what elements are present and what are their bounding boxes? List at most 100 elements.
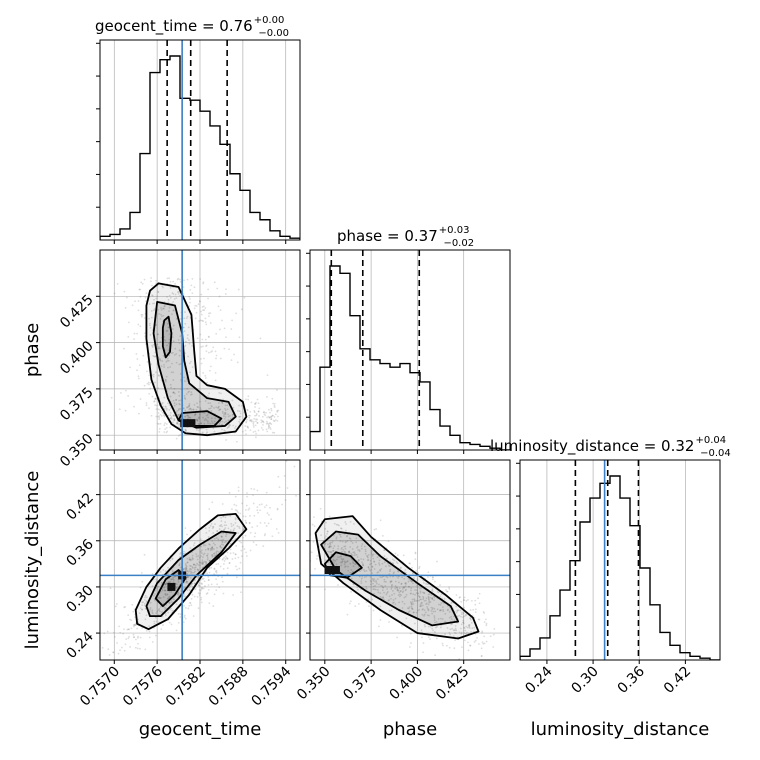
scatter-point xyxy=(273,403,276,405)
scatter-point xyxy=(164,607,167,609)
scatter-point xyxy=(301,526,303,528)
scatter-point xyxy=(183,376,185,379)
scatter-point xyxy=(133,624,136,627)
scatter-point xyxy=(215,571,218,574)
scatter-point xyxy=(328,545,331,548)
scatter-point xyxy=(225,540,227,543)
scatter-point xyxy=(369,583,372,586)
scatter-point xyxy=(199,319,202,322)
scatter-point xyxy=(473,641,476,643)
scatter-point xyxy=(195,408,198,411)
scatter-point xyxy=(391,594,393,596)
scatter-point xyxy=(435,620,438,623)
scatter-point xyxy=(221,535,223,538)
scatter-point xyxy=(171,418,173,420)
scatter-point xyxy=(244,425,247,427)
scatter-point xyxy=(162,624,164,626)
scatter-point xyxy=(211,422,214,424)
scatter-point xyxy=(188,402,191,405)
scatter-point xyxy=(133,636,135,639)
scatter-point xyxy=(186,572,189,575)
scatter-point xyxy=(429,596,432,599)
scatter-point xyxy=(159,317,162,320)
scatter-point xyxy=(194,566,197,569)
scatter-point xyxy=(344,521,347,523)
scatter-point xyxy=(176,421,179,423)
ytick-label-phase: 0.400 xyxy=(57,338,97,378)
scatter-point xyxy=(277,531,280,534)
scatter-point xyxy=(348,550,351,553)
scatter-point xyxy=(373,578,376,580)
scatter-point xyxy=(431,589,433,592)
scatter-point xyxy=(120,646,123,649)
scatter-point xyxy=(231,508,233,511)
scatter-point xyxy=(483,642,486,645)
scatter-point xyxy=(342,548,345,551)
scatter-point xyxy=(221,540,224,543)
scatter-point xyxy=(164,378,167,381)
scatter-point xyxy=(421,602,423,605)
scatter-point xyxy=(218,524,221,527)
scatter-point xyxy=(127,614,130,617)
scatter-point xyxy=(190,360,192,363)
scatter-point xyxy=(158,415,161,417)
scatter-point xyxy=(310,551,313,554)
scatter-point xyxy=(148,636,151,639)
scatter-point xyxy=(210,522,213,525)
scatter-point xyxy=(465,599,468,602)
scatter-point xyxy=(219,525,222,527)
scatter-point xyxy=(385,557,388,560)
scatter-point xyxy=(485,640,488,643)
scatter-point xyxy=(137,377,140,380)
scatter-point xyxy=(208,543,211,546)
scatter-point xyxy=(423,609,426,612)
hist-bar xyxy=(550,616,560,660)
scatter-point xyxy=(208,315,210,318)
scatter-point xyxy=(189,585,192,588)
scatter-point xyxy=(427,625,430,628)
scatter-point xyxy=(247,398,250,401)
scatter-point xyxy=(264,414,267,417)
scatter-point xyxy=(169,411,172,414)
scatter-point xyxy=(411,607,414,610)
scatter-point xyxy=(420,586,423,589)
scatter-point xyxy=(436,560,438,563)
scatter-point xyxy=(354,605,357,608)
scatter-point xyxy=(273,415,276,418)
scatter-point xyxy=(177,291,179,294)
scatter-point xyxy=(175,361,178,364)
scatter-point xyxy=(428,593,431,595)
scatter-point xyxy=(179,566,182,569)
scatter-point xyxy=(477,643,480,645)
scatter-point xyxy=(458,596,461,599)
scatter-point xyxy=(160,597,162,599)
scatter-point xyxy=(144,607,147,610)
scatter-point xyxy=(254,424,257,427)
scatter-point xyxy=(256,509,259,512)
scatter-point xyxy=(203,422,206,425)
scatter-point xyxy=(332,549,334,552)
scatter-point xyxy=(413,577,416,579)
scatter-point xyxy=(254,430,257,433)
scatter-point xyxy=(134,623,137,626)
scatter-point xyxy=(172,309,175,312)
scatter-point xyxy=(253,535,256,538)
scatter-point xyxy=(163,586,166,589)
scatter-point xyxy=(168,310,170,313)
scatter-point xyxy=(142,601,145,603)
scatter-point xyxy=(228,562,231,564)
scatter-point xyxy=(139,295,142,298)
scatter-point xyxy=(375,581,378,583)
scatter-point xyxy=(343,550,346,553)
scatter-point xyxy=(183,581,186,584)
scatter-point xyxy=(186,533,188,536)
scatter-point xyxy=(140,315,143,318)
scatter-point xyxy=(153,298,155,301)
scatter-point xyxy=(153,308,156,310)
scatter-point xyxy=(319,507,322,510)
scatter-point xyxy=(166,430,169,433)
scatter-point xyxy=(225,535,227,538)
scatter-point xyxy=(202,309,204,311)
scatter-point xyxy=(243,296,246,299)
scatter-point xyxy=(380,584,382,587)
